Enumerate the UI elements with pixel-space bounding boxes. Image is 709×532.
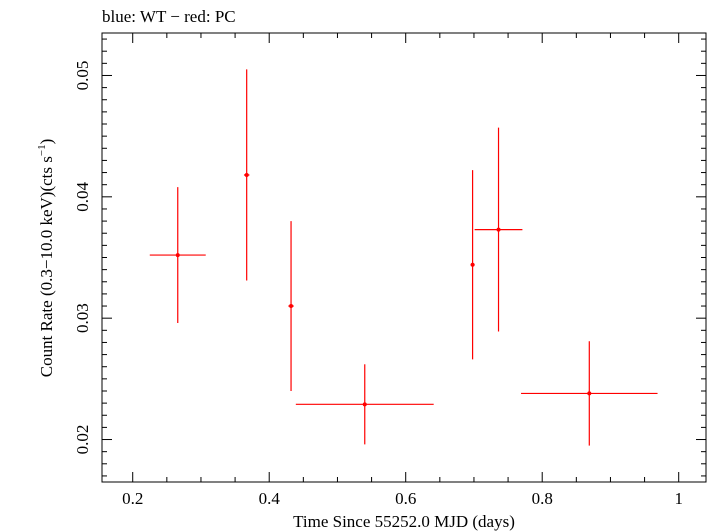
y-axis-label-superscript: −1 bbox=[36, 144, 48, 156]
data-point bbox=[243, 69, 250, 281]
point-marker bbox=[587, 391, 592, 396]
y-tick-label: 0.02 bbox=[73, 425, 92, 455]
point-marker bbox=[362, 402, 367, 407]
y-tick-label: 0.05 bbox=[73, 61, 92, 91]
y-axis-label: Count Rate (0.3−10.0 keV)(cts s−1) bbox=[36, 139, 56, 378]
x-tick-label: 0.2 bbox=[122, 489, 143, 508]
y-tick-label: 0.03 bbox=[73, 303, 92, 333]
data-point bbox=[295, 364, 434, 445]
data-points bbox=[149, 69, 658, 446]
x-tick-label: 1 bbox=[674, 489, 683, 508]
y-tick-label: 0.04 bbox=[73, 181, 92, 211]
point-marker bbox=[175, 253, 180, 258]
data-point bbox=[521, 341, 658, 446]
chart-title: blue: WT − red: PC bbox=[102, 7, 236, 26]
point-marker bbox=[496, 227, 501, 232]
x-tick-label: 0.4 bbox=[259, 489, 281, 508]
x-tick-labels: 0.2 0.4 0.6 0.8 1 bbox=[122, 489, 683, 508]
y-tick-labels: 0.02 0.03 0.04 0.05 bbox=[73, 61, 92, 455]
point-marker bbox=[244, 172, 249, 177]
data-point bbox=[288, 221, 294, 391]
y-axis-label-close: ) bbox=[37, 139, 56, 145]
x-tick-label: 0.8 bbox=[532, 489, 553, 508]
data-point bbox=[149, 187, 206, 324]
point-marker bbox=[289, 304, 294, 309]
x-tick-label: 0.6 bbox=[395, 489, 416, 508]
data-point bbox=[470, 170, 475, 360]
point-marker bbox=[470, 262, 475, 267]
y-axis-label-main: Count Rate (0.3−10.0 keV)(cts s bbox=[37, 156, 56, 377]
axis-ticks bbox=[102, 33, 706, 482]
plot-frame bbox=[101, 32, 707, 483]
data-point bbox=[474, 127, 523, 332]
x-axis-label: Time Since 55252.0 MJD (days) bbox=[293, 512, 515, 531]
